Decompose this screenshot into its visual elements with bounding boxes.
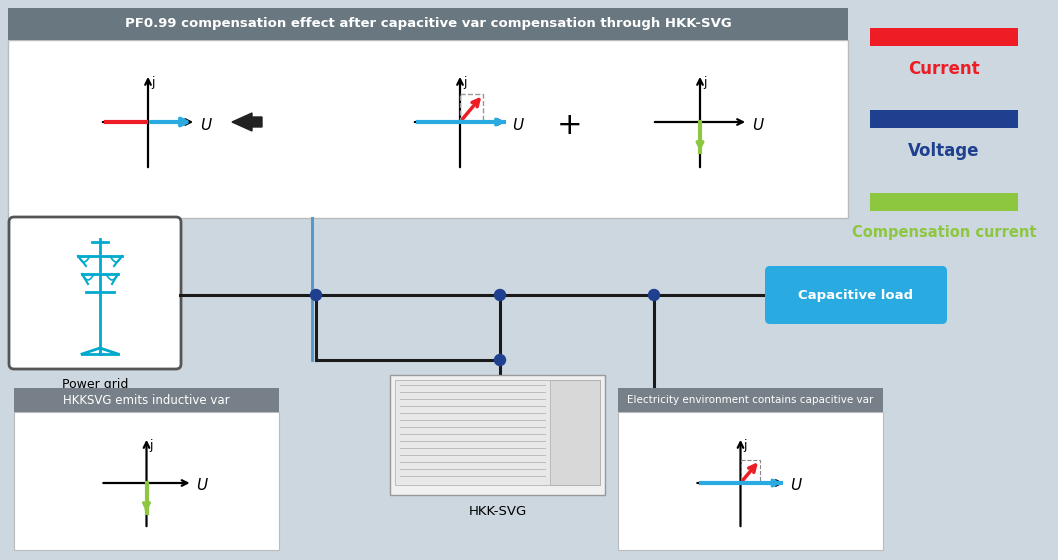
Text: U: U [752,118,763,133]
FancyBboxPatch shape [10,217,181,369]
Circle shape [649,290,659,301]
Text: Compensation current: Compensation current [852,225,1036,240]
Text: j: j [744,439,747,452]
Bar [618,388,883,412]
Bar [870,28,1018,46]
Text: Power grid: Power grid [61,378,128,391]
Text: Electricity environment contains capacitive var: Electricity environment contains capacit… [627,395,874,405]
Text: Capacitive load: Capacitive load [799,288,913,301]
Text: U: U [200,118,212,133]
Bar [395,380,600,485]
FancyBboxPatch shape [765,266,947,324]
Bar [390,375,605,495]
Bar [550,380,600,485]
Bar [460,95,484,122]
Bar [8,40,849,218]
Text: j: j [149,439,153,452]
Bar [14,388,279,412]
Bar [8,8,849,40]
FancyArrow shape [232,113,262,131]
Text: Voltage: Voltage [908,142,980,160]
Bar [14,412,279,550]
Circle shape [494,354,506,366]
Text: HKKSVG emits inductive var: HKKSVG emits inductive var [63,394,230,407]
Text: HKK-SVG: HKK-SVG [469,505,527,518]
Text: U: U [512,118,523,133]
Bar [870,110,1018,128]
Text: j: j [151,76,154,89]
Circle shape [494,290,506,301]
Text: Current: Current [908,60,980,78]
Text: j: j [703,76,707,89]
Bar [741,460,760,483]
Text: +: + [558,110,583,139]
Circle shape [310,290,322,301]
Bar [870,193,1018,211]
Bar [618,412,883,550]
Text: j: j [463,76,467,89]
Text: U: U [790,478,802,493]
Text: U: U [197,478,207,493]
Text: PF0.99 compensation effect after capacitive var compensation through HKK-SVG: PF0.99 compensation effect after capacit… [125,17,731,30]
